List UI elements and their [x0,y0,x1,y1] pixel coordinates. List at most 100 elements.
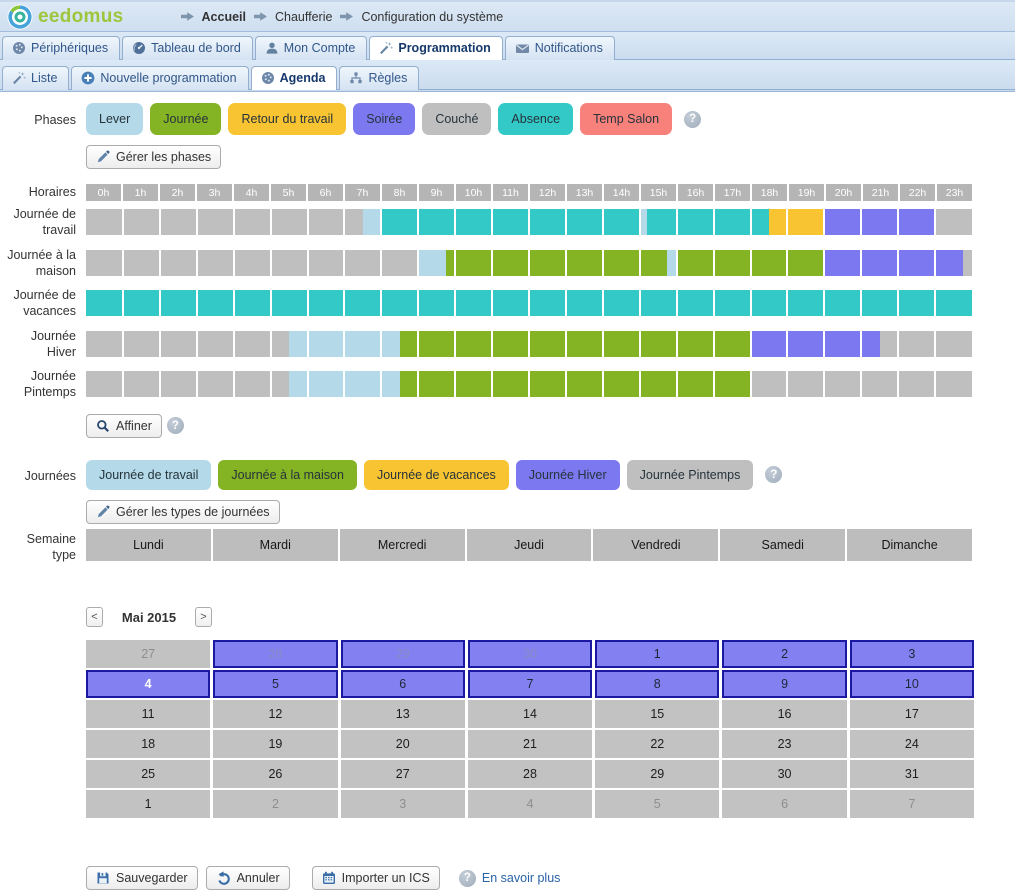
tab-programmation[interactable]: Programmation [369,36,503,60]
save-button[interactable]: Sauvegarder [86,866,198,890]
phase-button-temp-salon[interactable]: Temp Salon [580,103,673,135]
timeline-segment-lever[interactable] [418,249,446,276]
breadcrumb-item-configuration-du-systeme[interactable]: Configuration du système [339,10,503,24]
week-day-samedi[interactable]: Samedi [720,528,846,561]
day-type-button-journee-pintemps[interactable]: Journée Pintemps [626,459,754,490]
week-day-mardi[interactable]: Mardi [212,528,338,561]
timeline-segment-couche[interactable] [879,330,972,357]
learn-more-link[interactable]: En savoir plus [481,871,561,885]
calendar-day[interactable]: 23 [722,730,847,758]
calendar-day[interactable]: 20 [340,730,465,758]
calendar-day[interactable]: 1 [595,640,720,668]
calendar-day[interactable]: 14 [467,700,593,728]
calendar-day[interactable]: 4 [467,790,593,818]
timeline-segment-absence[interactable] [647,209,769,236]
help-icon[interactable]: ? [684,110,702,128]
week-day-vendredi[interactable]: Vendredi [593,528,719,561]
day-type-button-journee-hiver[interactable]: Journée Hiver [515,459,620,490]
breadcrumb-item-accueil[interactable]: Accueil [180,10,246,24]
calendar-day[interactable]: 28 [467,760,593,788]
subtab-liste[interactable]: Liste [2,66,70,90]
calendar-day[interactable]: 27 [340,760,465,788]
calendar-day[interactable]: 3 [340,790,465,818]
calendar-day[interactable]: 13 [340,700,465,728]
calendar-day[interactable]: 6 [722,790,847,818]
cancel-button[interactable]: Annuler [205,866,290,890]
subtab-agenda[interactable]: Agenda [250,66,338,90]
calendar-day[interactable]: 30 [467,640,593,668]
timeline-segment-journee[interactable] [399,330,751,357]
calendar-day[interactable]: 15 [595,700,720,728]
calendar-day[interactable]: 26 [213,760,338,788]
timeline-segment-absence[interactable] [381,209,640,236]
calendar-day[interactable]: 8 [595,670,720,698]
timeline-segment-couche[interactable] [86,209,363,236]
manage-phases-button[interactable]: Gérer les phases [86,145,222,169]
timeline-segment-lever[interactable] [639,209,648,236]
calendar-day[interactable]: 29 [340,640,465,668]
eedomus-logo[interactable]: eedomus [7,4,124,30]
calendar-day[interactable]: 16 [722,700,847,728]
calendar-day[interactable]: 29 [595,760,720,788]
calendar-day[interactable]: 19 [213,730,338,758]
calendar-next-button[interactable]: > [195,607,212,627]
calendar-day[interactable]: 12 [213,700,338,728]
calendar-day[interactable]: 17 [849,700,974,728]
timeline-segment-couche[interactable] [86,371,290,398]
manage-day-types-button[interactable]: Gérer les types de journées [86,499,280,524]
phase-button-couche[interactable]: Couché [422,103,492,135]
tab-tableau-de-bord[interactable]: Tableau de bord [122,36,253,60]
timeline-segment-lever[interactable] [362,209,382,236]
calendar-day[interactable]: 5 [213,670,338,698]
day-type-button-journee-de-travail[interactable]: Journée de travail [86,459,212,490]
timeline-segment-retour[interactable] [768,209,825,236]
tab-notifications[interactable]: Notifications [504,36,615,60]
calendar-day[interactable]: 6 [340,670,465,698]
calendar-day[interactable]: 2 [213,790,338,818]
calendar-day[interactable]: 21 [467,730,593,758]
day-type-button-journee-de-vacances[interactable]: Journée de vacances [363,459,509,490]
calendar-day[interactable]: 28 [213,640,338,668]
calendar-day[interactable]: 9 [722,670,847,698]
import-ics-button[interactable]: Importer un ICS [311,866,440,890]
phase-button-soiree[interactable]: Soirée [353,103,416,135]
phase-button-absence[interactable]: Absence [498,103,574,135]
refine-button[interactable]: Affiner [86,413,162,438]
tab-mon-compte[interactable]: Mon Compte [254,36,368,60]
timeline-segment-lever[interactable] [667,249,677,276]
tab-peripheriques[interactable]: Périphériques [2,36,121,60]
timeline-segment-soiree[interactable] [750,330,880,357]
calendar-day[interactable]: 2 [722,640,847,668]
timeline-segment-journee[interactable] [445,249,668,276]
timeline-segment-soiree[interactable] [824,249,963,276]
calendar-day[interactable]: 5 [595,790,720,818]
help-icon[interactable]: ? [166,417,184,434]
calendar-day[interactable]: 24 [849,730,974,758]
breadcrumb-item-chaufferie[interactable]: Chaufferie [253,10,332,24]
calendar-day[interactable]: 10 [849,670,974,698]
week-day-dimanche[interactable]: Dimanche [847,528,973,561]
calendar-day[interactable]: 3 [849,640,974,668]
calendar-day[interactable]: 31 [849,760,974,788]
help-icon[interactable]: ? [765,466,783,483]
week-day-jeudi[interactable]: Jeudi [466,528,592,561]
calendar-day[interactable]: 11 [86,700,211,728]
phase-button-retour-du-travail[interactable]: Retour du travail [228,103,347,135]
subtab-nouvelle-programmation[interactable]: Nouvelle programmation [71,66,249,90]
calendar-day[interactable]: 30 [722,760,847,788]
day-type-button-journee-a-la-maison[interactable]: Journée à la maison [218,459,357,490]
help-icon[interactable]: ? [458,869,476,887]
timeline-segment-couche[interactable] [86,249,419,276]
timeline-segment-soiree[interactable] [824,209,936,236]
calendar-day[interactable]: 7 [849,790,974,818]
calendar-day[interactable]: 25 [86,760,211,788]
subtab-regles[interactable]: Règles [339,66,420,90]
calendar-day[interactable]: 4 [86,670,211,698]
calendar-day[interactable]: 1 [86,790,211,818]
calendar-day[interactable]: 27 [86,640,211,668]
timeline-segment-journee[interactable] [399,371,751,398]
week-day-mercredi[interactable]: Mercredi [339,528,465,561]
calendar-day[interactable]: 22 [595,730,720,758]
calendar-prev-button[interactable]: < [86,607,103,627]
calendar-day[interactable]: 7 [467,670,593,698]
